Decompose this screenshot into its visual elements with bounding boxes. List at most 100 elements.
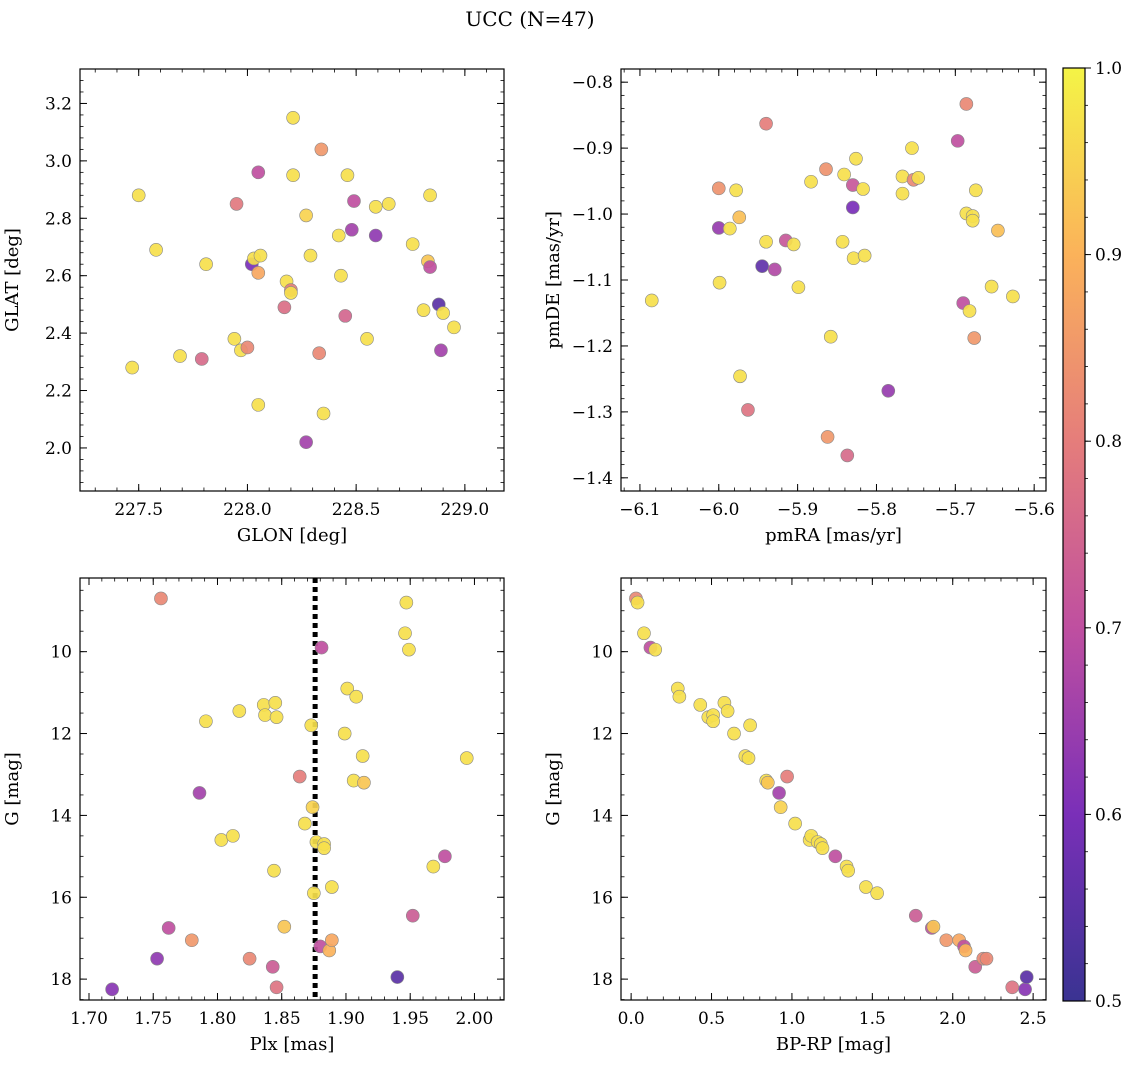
data-point xyxy=(905,141,919,155)
colorbar: 0.5 0.6 0.7 0.8 0.9 1.0 xyxy=(1062,59,1122,1012)
y-tick-label: 16 xyxy=(591,888,613,908)
data-point xyxy=(240,340,255,355)
data-point xyxy=(672,689,687,704)
data-point xyxy=(226,829,240,843)
x-tick-label: 1.95 xyxy=(391,1009,429,1029)
data-point xyxy=(368,199,383,214)
x-tick-label: −5.8 xyxy=(856,500,897,520)
data-point xyxy=(314,142,329,157)
data-point xyxy=(436,306,450,320)
x-tick-label: 1.5 xyxy=(859,1009,886,1029)
x-tick-label: 1.75 xyxy=(134,1009,172,1029)
colorbar-tick-label: 1.0 xyxy=(1095,59,1122,79)
data-point xyxy=(1005,980,1020,995)
x-tick-label: 0.0 xyxy=(618,1009,645,1029)
data-point xyxy=(773,800,788,815)
data-point xyxy=(229,197,244,211)
data-point xyxy=(277,300,292,315)
y-tick-label: 2.4 xyxy=(45,324,72,344)
x-axis-label: pmRA [mas/yr] xyxy=(765,525,902,546)
x-tick-label: −6.1 xyxy=(619,500,660,520)
y-tick-label: 2.8 xyxy=(45,209,72,229)
data-point xyxy=(258,708,272,722)
data-point xyxy=(729,183,743,198)
y-axis-label: pmDE [mas/yr] xyxy=(543,211,564,349)
data-point xyxy=(227,332,242,346)
data-point xyxy=(325,880,339,894)
x-tick-label: 1.70 xyxy=(70,1009,108,1029)
data-point xyxy=(870,886,884,900)
data-point xyxy=(979,951,994,966)
data-point xyxy=(194,352,209,366)
data-point xyxy=(251,165,266,180)
data-point xyxy=(316,406,331,421)
data-point xyxy=(349,689,364,704)
y-tick-label: −1.0 xyxy=(572,205,613,225)
colorbar-tick-label: 0.7 xyxy=(1095,619,1122,639)
x-tick-label: 1.85 xyxy=(263,1009,301,1029)
data-point xyxy=(1018,982,1032,997)
colorbar-tick-label: 0.6 xyxy=(1095,805,1122,825)
data-point xyxy=(840,448,855,463)
data-point xyxy=(344,222,359,237)
data-point xyxy=(434,343,448,358)
x-tick-label: 229.0 xyxy=(441,500,490,520)
plx-g-scatter: 1.70 1.75 1.80 1.85 1.90 1.95 2.00 10 12 14 16 18 Pl… xyxy=(2,577,505,1055)
x-tick-label: −5.7 xyxy=(935,500,976,520)
x-tick-label: 228.0 xyxy=(223,500,272,520)
x-axis-label: BP-RP [mag] xyxy=(776,1034,891,1055)
data-point xyxy=(398,626,412,641)
data-point xyxy=(459,751,474,765)
data-point xyxy=(733,369,747,384)
data-point xyxy=(399,595,414,610)
data-point xyxy=(303,248,318,263)
data-point xyxy=(849,151,863,166)
data-point xyxy=(268,696,283,710)
data-point xyxy=(173,349,187,363)
data-point xyxy=(823,329,838,344)
data-point xyxy=(381,197,396,211)
y-tick-label: −1.3 xyxy=(572,403,613,423)
data-point xyxy=(911,170,926,185)
colorbar-gradient xyxy=(1062,67,1086,1002)
data-point xyxy=(199,257,213,272)
data-point xyxy=(199,714,213,729)
data-point xyxy=(967,331,982,345)
y-tick-label: −1.4 xyxy=(572,469,613,489)
x-tick-label: 2.0 xyxy=(939,1009,966,1029)
data-point xyxy=(265,960,280,974)
data-point xyxy=(926,919,941,934)
data-point xyxy=(720,704,735,718)
data-point xyxy=(292,769,307,784)
y-tick-label: 2.6 xyxy=(45,267,72,287)
data-point xyxy=(340,681,355,696)
data-point xyxy=(984,279,999,294)
data-point xyxy=(277,919,292,934)
data-point xyxy=(355,749,370,763)
data-point xyxy=(325,933,339,948)
data-point xyxy=(304,718,319,733)
data-point xyxy=(347,194,361,208)
data-point xyxy=(791,280,806,295)
data-point xyxy=(426,859,441,874)
data-point xyxy=(895,186,910,201)
data-point xyxy=(214,833,229,847)
data-point xyxy=(741,403,755,417)
data-point xyxy=(184,933,199,948)
y-tick-label: 2.0 xyxy=(45,439,72,459)
data-point xyxy=(837,167,851,182)
data-point xyxy=(693,698,708,712)
y-tick-label: 12 xyxy=(50,725,72,745)
data-point xyxy=(743,718,757,733)
data-point xyxy=(402,642,416,657)
data-point xyxy=(804,174,818,189)
data-point xyxy=(131,188,146,203)
axes-frame xyxy=(79,68,505,492)
data-point xyxy=(405,237,420,251)
y-axis-label: G [mag] xyxy=(2,752,23,825)
data-point xyxy=(337,726,352,741)
data-point xyxy=(251,266,266,280)
y-tick-label: 2.2 xyxy=(45,382,72,402)
y-tick-label: 14 xyxy=(50,806,72,826)
